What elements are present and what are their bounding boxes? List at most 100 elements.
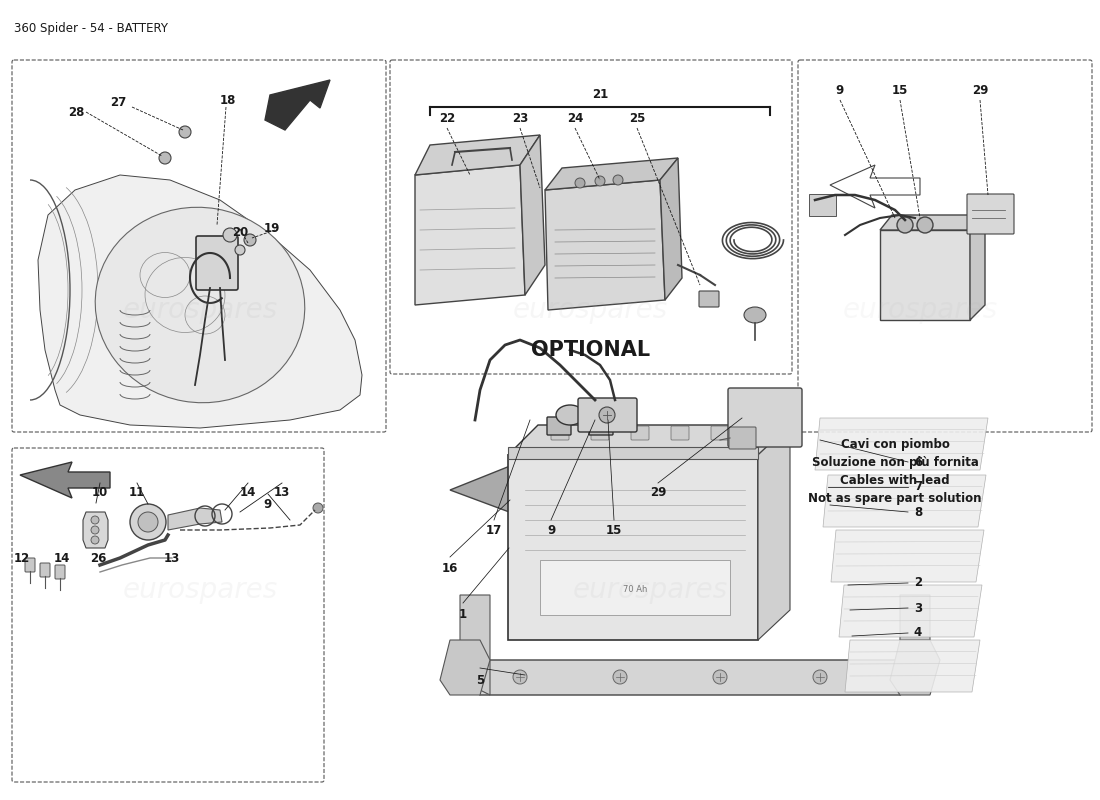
FancyBboxPatch shape bbox=[728, 388, 802, 447]
Polygon shape bbox=[900, 595, 930, 695]
FancyBboxPatch shape bbox=[808, 194, 836, 216]
Circle shape bbox=[179, 126, 191, 138]
Polygon shape bbox=[880, 230, 970, 320]
FancyBboxPatch shape bbox=[671, 426, 689, 440]
Text: 25: 25 bbox=[629, 111, 646, 125]
Text: 17: 17 bbox=[486, 523, 502, 537]
FancyBboxPatch shape bbox=[631, 426, 649, 440]
Polygon shape bbox=[508, 455, 758, 640]
Text: 18: 18 bbox=[220, 94, 236, 106]
FancyBboxPatch shape bbox=[508, 447, 758, 459]
Polygon shape bbox=[82, 512, 108, 548]
Polygon shape bbox=[520, 135, 544, 295]
Ellipse shape bbox=[596, 405, 624, 425]
Polygon shape bbox=[415, 135, 540, 175]
Polygon shape bbox=[508, 425, 790, 455]
FancyBboxPatch shape bbox=[390, 60, 792, 374]
Text: 1: 1 bbox=[459, 607, 468, 621]
Ellipse shape bbox=[96, 207, 305, 402]
Text: Cavi con piombo: Cavi con piombo bbox=[840, 438, 949, 451]
Text: 9: 9 bbox=[547, 523, 556, 537]
FancyBboxPatch shape bbox=[196, 236, 238, 290]
Text: 10: 10 bbox=[92, 486, 108, 499]
Text: Not as spare part solution: Not as spare part solution bbox=[808, 492, 981, 505]
Circle shape bbox=[138, 512, 158, 532]
Polygon shape bbox=[265, 80, 330, 130]
Text: 12: 12 bbox=[14, 553, 30, 566]
Polygon shape bbox=[544, 180, 666, 310]
Text: 11: 11 bbox=[129, 486, 145, 499]
Circle shape bbox=[713, 670, 727, 684]
Polygon shape bbox=[830, 165, 920, 208]
Text: 9: 9 bbox=[264, 498, 272, 510]
Text: 5: 5 bbox=[476, 674, 484, 686]
Circle shape bbox=[91, 526, 99, 534]
Text: eurospares: eurospares bbox=[572, 576, 727, 604]
Text: 4: 4 bbox=[914, 626, 922, 639]
Circle shape bbox=[513, 670, 527, 684]
Circle shape bbox=[314, 503, 323, 513]
FancyBboxPatch shape bbox=[551, 426, 569, 440]
Text: 15: 15 bbox=[606, 523, 623, 537]
Text: 23: 23 bbox=[512, 111, 528, 125]
Circle shape bbox=[613, 175, 623, 185]
Text: 29: 29 bbox=[650, 486, 667, 499]
Text: 8: 8 bbox=[914, 506, 922, 518]
Text: OPTIONAL: OPTIONAL bbox=[531, 340, 650, 360]
Text: 29: 29 bbox=[971, 83, 988, 97]
FancyBboxPatch shape bbox=[12, 60, 386, 432]
FancyBboxPatch shape bbox=[967, 194, 1014, 234]
Polygon shape bbox=[890, 640, 940, 695]
Polygon shape bbox=[460, 595, 490, 695]
FancyBboxPatch shape bbox=[12, 448, 324, 782]
Ellipse shape bbox=[744, 307, 766, 323]
FancyBboxPatch shape bbox=[540, 560, 730, 615]
Polygon shape bbox=[970, 215, 985, 320]
Text: 360 Spider - 54 - BATTERY: 360 Spider - 54 - BATTERY bbox=[14, 22, 168, 35]
Text: 21: 21 bbox=[592, 89, 608, 102]
Text: 6: 6 bbox=[914, 455, 922, 469]
Polygon shape bbox=[880, 215, 984, 230]
FancyBboxPatch shape bbox=[55, 565, 65, 579]
Text: 27: 27 bbox=[110, 95, 126, 109]
Text: eurospares: eurospares bbox=[122, 296, 277, 324]
Circle shape bbox=[813, 670, 827, 684]
Circle shape bbox=[575, 178, 585, 188]
Text: 26: 26 bbox=[90, 553, 107, 566]
Text: 16: 16 bbox=[442, 562, 459, 574]
FancyBboxPatch shape bbox=[547, 417, 571, 435]
Polygon shape bbox=[168, 508, 222, 530]
Text: 15: 15 bbox=[892, 83, 909, 97]
Circle shape bbox=[91, 516, 99, 524]
Polygon shape bbox=[660, 158, 682, 300]
FancyBboxPatch shape bbox=[711, 426, 729, 440]
FancyBboxPatch shape bbox=[40, 563, 49, 577]
Text: eurospares: eurospares bbox=[843, 296, 998, 324]
Circle shape bbox=[595, 176, 605, 186]
Text: 7: 7 bbox=[914, 481, 922, 494]
Text: 20: 20 bbox=[232, 226, 249, 238]
Text: 2: 2 bbox=[914, 577, 922, 590]
Ellipse shape bbox=[556, 405, 584, 425]
Circle shape bbox=[91, 536, 99, 544]
Text: 3: 3 bbox=[914, 602, 922, 614]
Text: 14: 14 bbox=[54, 553, 70, 566]
Polygon shape bbox=[440, 640, 490, 695]
Polygon shape bbox=[20, 462, 110, 498]
Polygon shape bbox=[845, 640, 980, 692]
Text: 70 Ah: 70 Ah bbox=[623, 586, 647, 594]
Text: 13: 13 bbox=[274, 486, 290, 499]
Circle shape bbox=[613, 670, 627, 684]
Text: eurospares: eurospares bbox=[122, 576, 277, 604]
Text: 24: 24 bbox=[566, 111, 583, 125]
Text: Cables with lead: Cables with lead bbox=[840, 474, 949, 487]
Circle shape bbox=[223, 228, 236, 242]
Text: 28: 28 bbox=[68, 106, 85, 118]
Circle shape bbox=[244, 234, 256, 246]
FancyBboxPatch shape bbox=[578, 398, 637, 432]
Circle shape bbox=[917, 217, 933, 233]
Text: Soluzione non più fornita: Soluzione non più fornita bbox=[812, 456, 978, 469]
Circle shape bbox=[600, 407, 615, 423]
Text: 9: 9 bbox=[836, 83, 844, 97]
FancyBboxPatch shape bbox=[591, 426, 609, 440]
